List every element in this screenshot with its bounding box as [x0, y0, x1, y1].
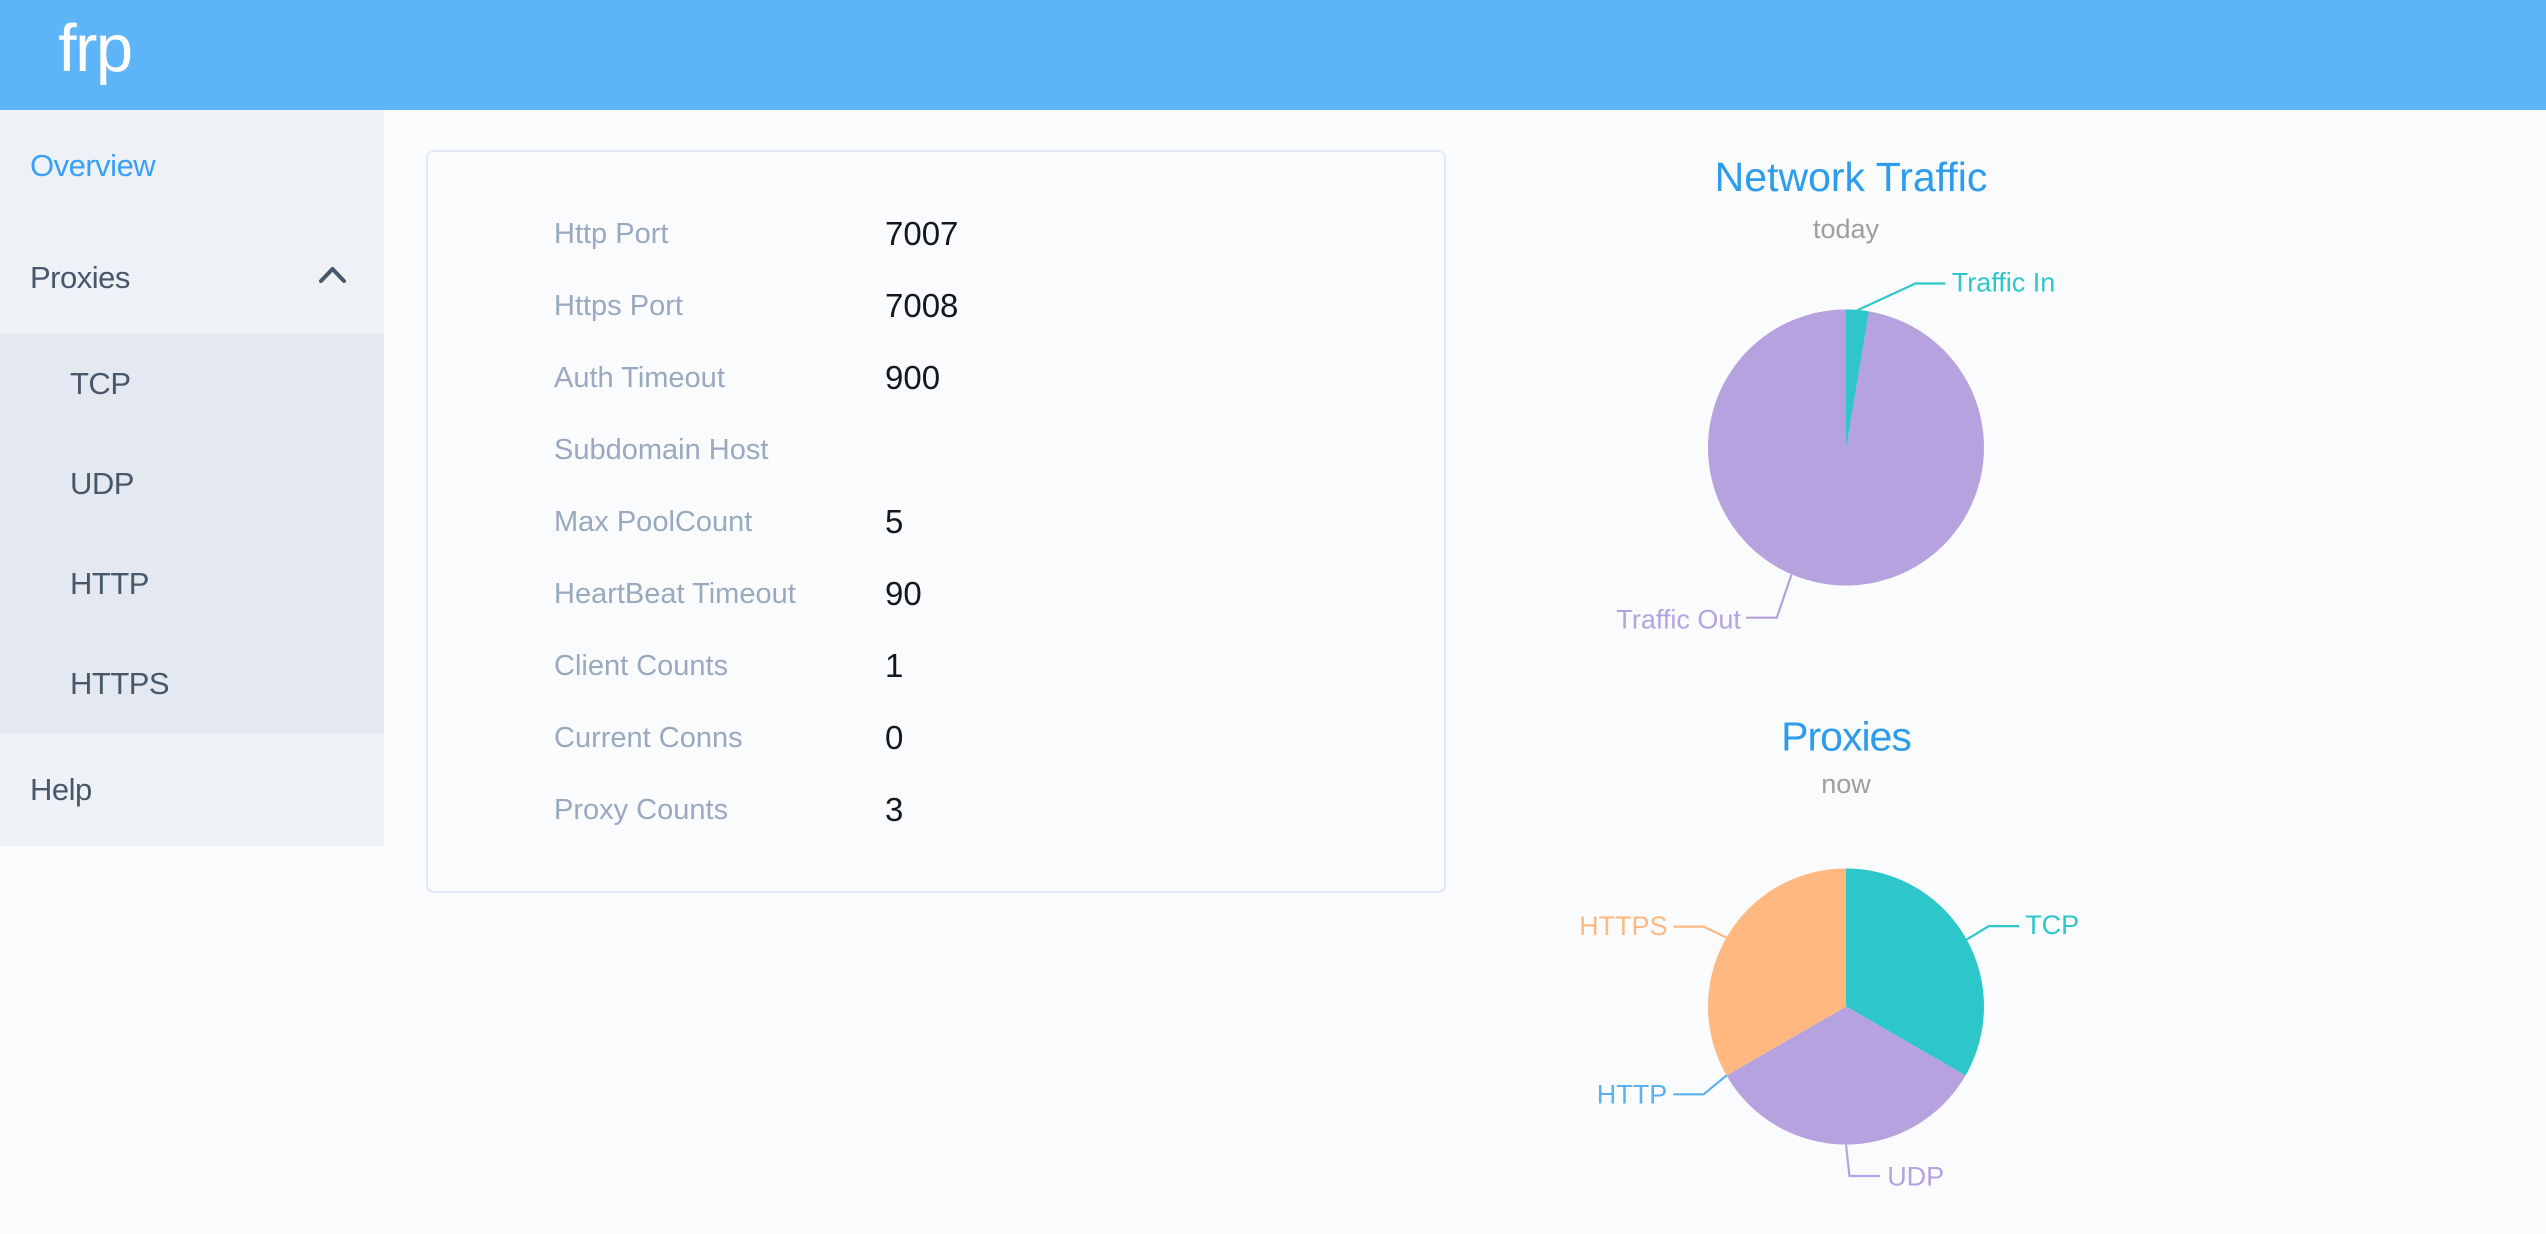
svg-text:UDP: UDP: [1887, 1162, 1944, 1192]
svg-text:Proxies: Proxies: [1781, 713, 1911, 759]
svg-text:Traffic Out: Traffic Out: [1616, 604, 1741, 634]
svg-text:now: now: [1821, 769, 1871, 799]
svg-text:Network Traffic: Network Traffic: [1715, 154, 1988, 200]
svg-text:TCP: TCP: [2025, 910, 2079, 940]
svg-text:today: today: [1813, 214, 1880, 244]
svg-text:Traffic In: Traffic In: [1952, 267, 2056, 297]
svg-text:HTTP: HTTP: [1597, 1080, 1668, 1110]
svg-text:HTTPS: HTTPS: [1579, 911, 1668, 941]
